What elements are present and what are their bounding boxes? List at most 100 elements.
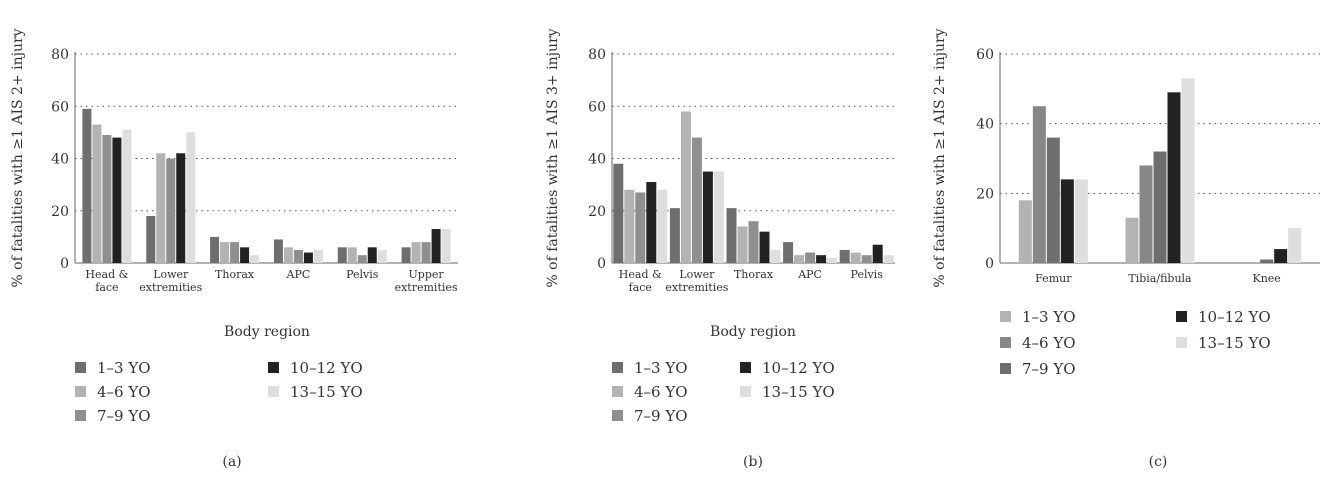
p0-category-label-line: Thorax bbox=[215, 268, 255, 281]
p1-bar bbox=[770, 249, 781, 263]
p1-legend-label: 4–6 YO bbox=[634, 383, 688, 401]
p2-y-tick-label: 40 bbox=[976, 117, 994, 133]
p1-y-tick-label: 80 bbox=[588, 47, 606, 63]
p2-category-label: Knee bbox=[1253, 272, 1281, 285]
p0-category-label: Pelvis bbox=[346, 268, 379, 281]
p1-legend-swatch bbox=[612, 410, 623, 421]
p1-category-label: Pelvis bbox=[851, 268, 884, 281]
p0-bar bbox=[82, 108, 92, 263]
p2-bar bbox=[1181, 78, 1195, 263]
p1-bar bbox=[726, 208, 737, 263]
p1-y-tick-label: 40 bbox=[588, 152, 606, 168]
p0-category-label-line: extremities bbox=[395, 281, 458, 294]
p1-bar bbox=[748, 221, 759, 263]
p1-bar bbox=[816, 255, 827, 263]
p0-bar bbox=[377, 249, 387, 263]
p1-legend-label: 13–15 YO bbox=[762, 383, 835, 401]
p0-bar bbox=[230, 242, 240, 263]
p0-bar bbox=[156, 153, 166, 263]
p2-bar bbox=[1167, 92, 1181, 263]
p2-category-label: Tibia/fibula bbox=[1128, 272, 1192, 285]
p1-bar bbox=[646, 182, 657, 263]
p1-bar bbox=[759, 231, 770, 263]
p2-legend-label: 13–15 YO bbox=[1198, 334, 1271, 352]
p0-bar bbox=[431, 229, 441, 263]
p1-bar bbox=[680, 111, 691, 263]
p1-bar bbox=[669, 208, 680, 263]
p2-bar bbox=[1288, 228, 1302, 263]
p2-bar bbox=[1260, 259, 1274, 263]
p1-bar bbox=[827, 257, 838, 263]
p1-legend-swatch bbox=[612, 362, 623, 373]
p0-bar bbox=[411, 242, 421, 263]
p0-category-label-line: Upper bbox=[409, 268, 445, 281]
p1-category-label-line: Lower bbox=[679, 268, 715, 281]
p1-legend-swatch bbox=[612, 386, 623, 397]
p1-y-tick-label: 60 bbox=[588, 99, 606, 115]
p2-legend-swatch bbox=[1000, 311, 1011, 322]
p0-legend-swatch bbox=[268, 386, 279, 397]
p2-bar bbox=[1153, 151, 1167, 263]
p1-bar bbox=[702, 171, 713, 263]
p2-bar bbox=[1018, 200, 1032, 263]
p1-bar bbox=[613, 163, 624, 263]
p2-legend-swatch bbox=[1000, 363, 1011, 374]
p0-legend-label: 13–15 YO bbox=[290, 383, 363, 401]
p0-panel-label: (a) bbox=[222, 454, 241, 470]
p0-bar bbox=[112, 137, 122, 263]
p1-category-label-line: face bbox=[629, 281, 652, 294]
p1-bar bbox=[783, 242, 794, 263]
p2-bar bbox=[1046, 137, 1060, 263]
p0-legend-swatch bbox=[268, 362, 279, 373]
p0-bar bbox=[186, 132, 196, 263]
p0-bar bbox=[283, 247, 293, 263]
p1-x-axis-label: Body region bbox=[710, 324, 796, 340]
p1-bar bbox=[861, 255, 872, 263]
p0-bar bbox=[303, 252, 313, 263]
p0-category-label: Lower extremities bbox=[139, 268, 202, 294]
p1-legend-swatch bbox=[740, 386, 751, 397]
p0-category-label-line: APC bbox=[286, 268, 311, 281]
p1-y-tick-label: 0 bbox=[597, 256, 606, 272]
p1-y-axis-label: % of fatalities with ≥1 AIS 3+ injury bbox=[545, 28, 561, 287]
p0-bar bbox=[176, 153, 186, 263]
p1-bar bbox=[624, 189, 635, 263]
p0-bar bbox=[347, 247, 357, 263]
p0-bar bbox=[210, 236, 220, 263]
p0-bar bbox=[166, 158, 176, 263]
p1-category-label-line: APC bbox=[797, 268, 822, 281]
p0-y-axis-label: % of fatalities with ≥1 AIS 2+ injury bbox=[10, 28, 26, 287]
p0-bar bbox=[357, 255, 367, 263]
p2-legend-label: 1–3 YO bbox=[1022, 308, 1076, 326]
p0-bar bbox=[401, 247, 411, 263]
p0-bar bbox=[122, 129, 132, 263]
p1-bar bbox=[850, 252, 861, 263]
p1-legend-label: 1–3 YO bbox=[634, 359, 688, 377]
p0-bar bbox=[220, 242, 230, 263]
p0-legend-label: 7–9 YO bbox=[97, 407, 151, 425]
p0-bar bbox=[240, 247, 250, 263]
p2-category-label-line: Femur bbox=[1035, 272, 1072, 285]
p0-bar bbox=[250, 255, 260, 263]
p0-bar bbox=[421, 242, 431, 263]
p1-bar bbox=[794, 255, 805, 263]
p2-legend-swatch bbox=[1176, 311, 1187, 322]
p0-legend-swatch bbox=[75, 410, 86, 421]
p0-bar bbox=[92, 124, 102, 263]
p0-category-label: Upper extremities bbox=[395, 268, 458, 294]
p2-y-axis-label: % of fatalities with ≥1 AIS 2+ injury bbox=[932, 28, 948, 287]
p0-y-tick-label: 0 bbox=[60, 256, 69, 272]
p1-category-label-line: extremities bbox=[665, 281, 728, 294]
p0-y-tick-label: 40 bbox=[51, 152, 69, 168]
panel-c: 0 20 40 60 Femur Tibia/fibula Knee % of fatalit… bbox=[932, 28, 1320, 470]
p0-legend-label: 10–12 YO bbox=[290, 359, 363, 377]
p1-category-label-line: Thorax bbox=[734, 268, 774, 281]
p2-bar bbox=[1074, 179, 1088, 263]
p1-category-label: Head & face bbox=[619, 268, 662, 294]
p0-category-label-line: face bbox=[95, 281, 118, 294]
p2-bar bbox=[1125, 217, 1139, 263]
p0-category-label: APC bbox=[286, 268, 311, 281]
